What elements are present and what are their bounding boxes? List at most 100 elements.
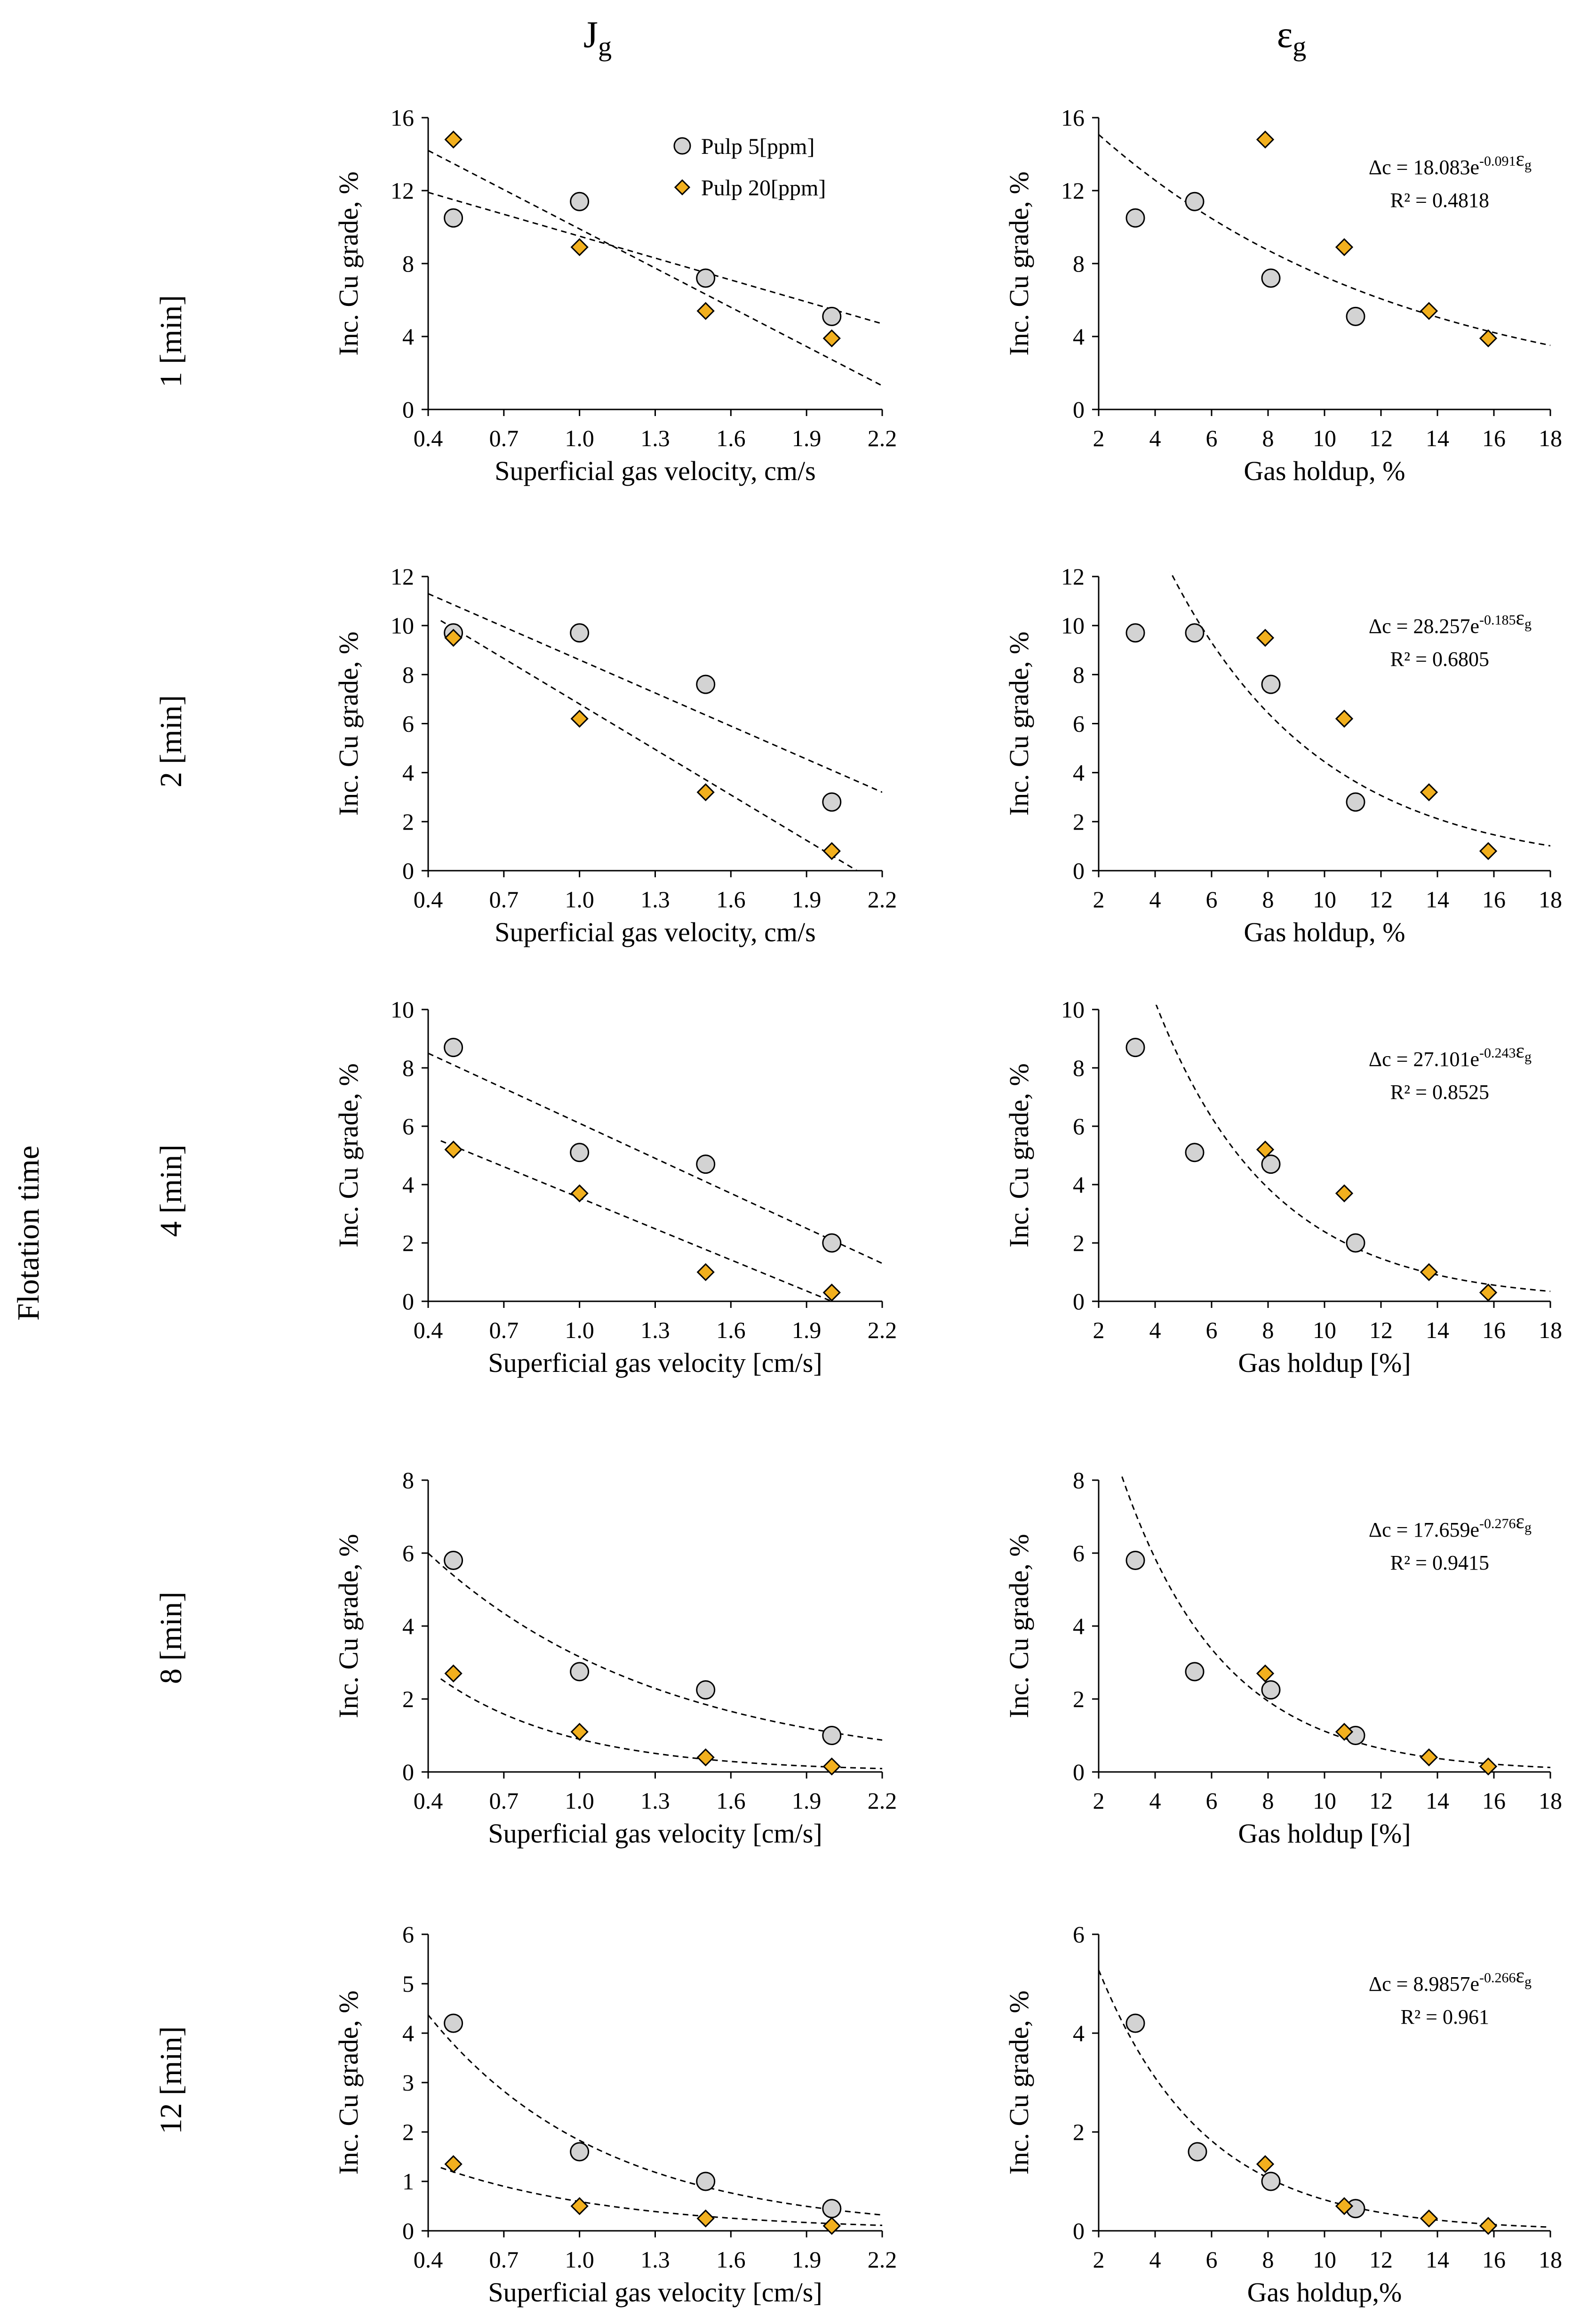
equation-exponent: -0.243 bbox=[1479, 1045, 1516, 1061]
point-pulp5 bbox=[1125, 208, 1145, 228]
point-pulp20 bbox=[822, 1283, 841, 1302]
point-pulp5 bbox=[696, 2172, 716, 2191]
chart-r1-jg: 0.4 0.7 1.0 1.3 1.6 1.9 2.2 0 2 4 6 8 10 12 Superficia… bbox=[333, 563, 897, 947]
x-tick-label: 1.9 bbox=[792, 886, 822, 913]
y-tick-label: 8 bbox=[1073, 1467, 1085, 1493]
point-pulp20 bbox=[444, 1140, 463, 1159]
point-pulp5 bbox=[570, 1143, 590, 1162]
point-pulp20 bbox=[696, 1263, 715, 1282]
point-pulp5 bbox=[822, 306, 842, 326]
x-tick-label: 16 bbox=[1482, 2246, 1506, 2273]
x-tick-label: 0.4 bbox=[414, 2246, 443, 2273]
x-tick-label: 1.6 bbox=[716, 425, 746, 451]
x-tick-label: 18 bbox=[1539, 425, 1562, 451]
y-tick-label: 8 bbox=[1073, 1055, 1085, 1081]
equation-subscript: g bbox=[1524, 1520, 1532, 1535]
trendline-pulp5 bbox=[428, 593, 882, 793]
point-pulp5 bbox=[1125, 623, 1145, 643]
exponential-fit-line bbox=[1121, 1475, 1550, 1768]
y-axis-label: Inc. Cu grade, % bbox=[1004, 1534, 1034, 1718]
equation-exponent: -0.266 bbox=[1479, 1970, 1516, 1986]
point-pulp20 bbox=[822, 1757, 841, 1776]
x-tick-label: 0.7 bbox=[489, 1317, 519, 1343]
point-pulp20 bbox=[696, 302, 715, 320]
x-axis-label: Superficial gas velocity [cm/s] bbox=[488, 1818, 822, 1849]
r-squared: R² = 0.961 bbox=[1401, 2005, 1489, 2028]
point-pulp5 bbox=[696, 674, 716, 694]
point-pulp20 bbox=[822, 2217, 841, 2235]
y-tick-label: 4 bbox=[1073, 2020, 1085, 2046]
x-tick-label: 1.0 bbox=[565, 1787, 594, 1814]
x-tick-label: 6 bbox=[1206, 1787, 1218, 1814]
y-axis-label: Inc. Cu grade, % bbox=[1004, 1990, 1034, 2174]
y-tick-label: 12 bbox=[391, 177, 414, 204]
point-pulp5 bbox=[1185, 192, 1205, 211]
y-tick-label: 10 bbox=[391, 612, 414, 639]
x-tick-label: 2 bbox=[1093, 2246, 1105, 2273]
x-tick-label: 2.2 bbox=[868, 886, 897, 913]
trend-lines bbox=[428, 1553, 882, 1770]
y-tick-label: 8 bbox=[1073, 661, 1085, 688]
point-pulp20 bbox=[1420, 2209, 1438, 2228]
point-pulp20 bbox=[444, 1664, 463, 1683]
point-pulp5 bbox=[1261, 2172, 1281, 2191]
x-tick-label: 0.4 bbox=[414, 425, 443, 451]
point-pulp5 bbox=[696, 1154, 716, 1174]
exponential-fit-line bbox=[1169, 572, 1550, 847]
y-tick-label: 6 bbox=[1073, 1113, 1085, 1139]
x-tick-label: 0.4 bbox=[414, 1787, 443, 1814]
point-pulp5 bbox=[1346, 792, 1365, 812]
y-tick-label: 8 bbox=[402, 661, 414, 688]
y-tick-label: 6 bbox=[402, 711, 414, 737]
equation-prefix: Δc = 28.257e bbox=[1369, 615, 1479, 638]
row-label-2: 4 [min] bbox=[154, 1145, 188, 1237]
y-tick-label: 6 bbox=[1073, 1921, 1085, 1947]
point-pulp20 bbox=[696, 783, 715, 801]
point-pulp5 bbox=[1261, 674, 1281, 694]
x-tick-label: 12 bbox=[1369, 425, 1393, 451]
x-tick-label: 1.3 bbox=[640, 425, 670, 451]
point-pulp20 bbox=[444, 130, 463, 149]
point-pulp5 bbox=[1261, 1680, 1281, 1700]
point-pulp5 bbox=[570, 623, 590, 643]
y-tick-label: 12 bbox=[1061, 177, 1085, 204]
x-tick-label: 10 bbox=[1313, 425, 1336, 451]
x-tick-label: 18 bbox=[1539, 2246, 1562, 2273]
fit-equation: Δc = 28.257e-0.185εg bbox=[1369, 606, 1532, 638]
r-squared: R² = 0.8525 bbox=[1390, 1081, 1489, 1104]
point-pulp20 bbox=[696, 2209, 715, 2228]
exponential-fit-line bbox=[1155, 1005, 1550, 1292]
trend-lines bbox=[1121, 1475, 1550, 1768]
equation-prefix: Δc = 18.083e bbox=[1369, 156, 1479, 179]
x-tick-label: 14 bbox=[1426, 425, 1449, 451]
fit-equation: Δc = 27.101e-0.243εg bbox=[1369, 1039, 1532, 1071]
trendline-pulp5 bbox=[428, 1052, 882, 1264]
x-tick-label: 0.7 bbox=[489, 1787, 519, 1814]
x-tick-label: 4 bbox=[1149, 425, 1161, 451]
x-tick-label: 1.0 bbox=[565, 2246, 594, 2273]
x-tick-label: 1.9 bbox=[792, 1787, 822, 1814]
y-tick-label: 6 bbox=[1073, 1540, 1085, 1566]
row-label-1: 2 [min] bbox=[154, 695, 188, 787]
y-tick-label: 6 bbox=[402, 1540, 414, 1566]
y-tick-label: 4 bbox=[402, 1171, 414, 1198]
y-tick-label: 6 bbox=[402, 1921, 414, 1947]
exponential-fit-line bbox=[1099, 1970, 1550, 2228]
x-tick-label: 14 bbox=[1426, 1317, 1449, 1343]
y-tick-label: 6 bbox=[1073, 711, 1085, 737]
point-pulp5 bbox=[1185, 623, 1205, 643]
x-axis-label: Gas holdup, % bbox=[1244, 917, 1405, 947]
x-tick-label: 4 bbox=[1149, 1787, 1161, 1814]
y-tick-label: 0 bbox=[1073, 857, 1085, 884]
point-pulp20 bbox=[570, 1723, 589, 1741]
point-pulp5 bbox=[822, 2199, 842, 2219]
point-pulp5 bbox=[570, 2142, 590, 2162]
x-tick-label: 8 bbox=[1262, 886, 1274, 913]
point-pulp5 bbox=[822, 792, 842, 812]
point-pulp20 bbox=[1256, 1664, 1275, 1683]
point-pulp20 bbox=[1256, 1140, 1275, 1159]
y-tick-label: 10 bbox=[391, 996, 414, 1023]
